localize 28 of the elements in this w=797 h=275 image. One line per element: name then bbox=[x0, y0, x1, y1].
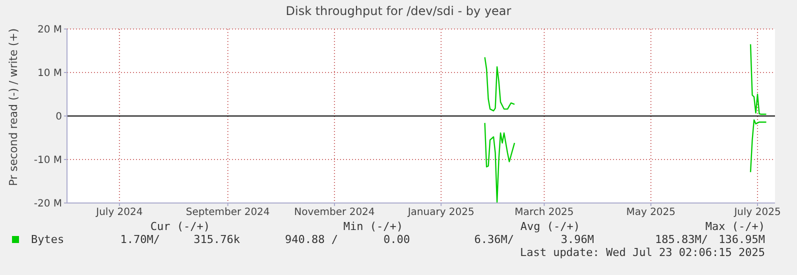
text: 185.83M/ bbox=[654, 233, 708, 246]
y-tick-label: 10 M bbox=[37, 68, 62, 80]
x-tick-label: November 2024 bbox=[294, 207, 375, 218]
text: Max (-/+) bbox=[704, 220, 765, 233]
text: Cur (-/+) bbox=[149, 220, 210, 233]
x-tick-label: March 2025 bbox=[514, 207, 574, 218]
chart-title: Disk throughput for /dev/sdi - by year bbox=[284, 4, 512, 18]
y-axis-title: Pr second read (-) / write (+) bbox=[6, 28, 20, 186]
y-tick-label: -20 M bbox=[34, 198, 62, 210]
y-tick-label: 20 M bbox=[37, 24, 62, 36]
x-tick-label: January 2025 bbox=[406, 207, 474, 218]
text: 3.96M bbox=[560, 233, 594, 246]
x-tick-label: May 2025 bbox=[626, 207, 676, 218]
y-tick-label: -10 M bbox=[34, 155, 62, 166]
legend-label: Bytes bbox=[31, 233, 64, 246]
text: Avg (-/+) bbox=[519, 220, 580, 233]
text: 315.76k bbox=[194, 233, 240, 246]
text: 6.36M/ bbox=[473, 233, 514, 246]
text: 1.70M/ bbox=[120, 233, 160, 246]
text: Last update: Wed Jul 23 02:06:15 2025 bbox=[518, 246, 765, 259]
x-tick-label: July 2025 bbox=[733, 207, 781, 218]
text: 940.88 / bbox=[285, 233, 338, 246]
x-tick-label: July 2024 bbox=[95, 207, 143, 218]
text: 136.95M bbox=[718, 233, 765, 246]
text: Min (-/+) bbox=[342, 220, 403, 233]
text: 0.00 bbox=[384, 233, 410, 246]
y-tick-label: 0 bbox=[56, 112, 62, 123]
x-tick-label: September 2024 bbox=[186, 207, 270, 218]
